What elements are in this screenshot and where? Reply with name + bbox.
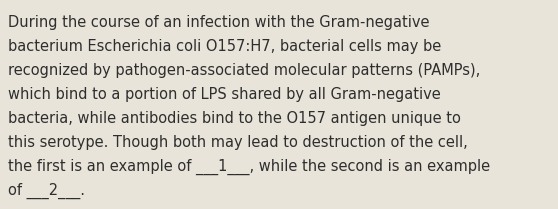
Text: of ___2___.: of ___2___.: [8, 183, 85, 199]
Text: recognized by pathogen-associated molecular patterns (PAMPs),: recognized by pathogen-associated molecu…: [8, 63, 480, 78]
Text: During the course of an infection with the Gram-negative: During the course of an infection with t…: [8, 15, 430, 30]
Text: the first is an example of ___1___, while the second is an example: the first is an example of ___1___, whil…: [8, 159, 490, 175]
Text: this serotype. Though both may lead to destruction of the cell,: this serotype. Though both may lead to d…: [8, 135, 468, 150]
Text: bacteria, while antibodies bind to the O157 antigen unique to: bacteria, while antibodies bind to the O…: [8, 111, 461, 126]
Text: bacterium Escherichia coli O157:H7, bacterial cells may be: bacterium Escherichia coli O157:H7, bact…: [8, 39, 441, 54]
Text: which bind to a portion of LPS shared by all Gram-negative: which bind to a portion of LPS shared by…: [8, 87, 441, 102]
